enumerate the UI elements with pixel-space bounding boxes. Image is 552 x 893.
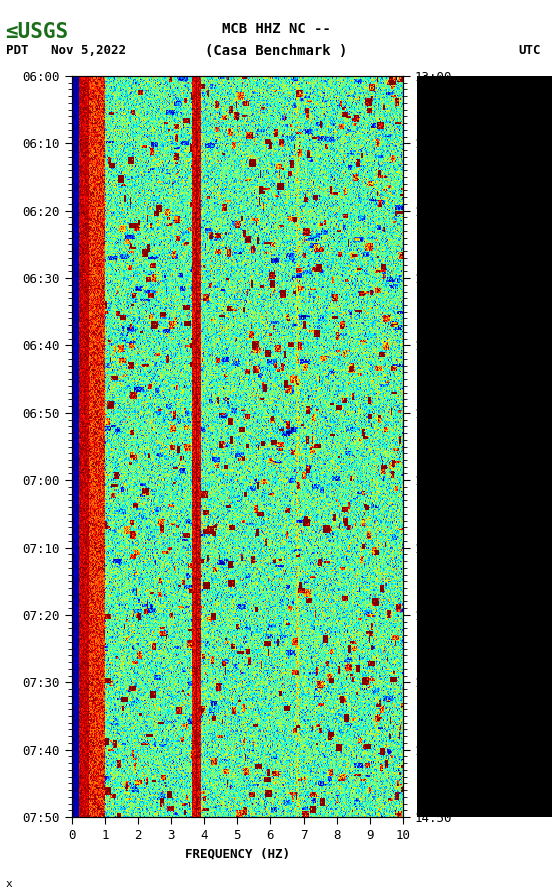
Text: (Casa Benchmark ): (Casa Benchmark ) [205,44,347,58]
Text: MCB HHZ NC --: MCB HHZ NC -- [221,22,331,37]
Text: PDT   Nov 5,2022: PDT Nov 5,2022 [6,45,125,57]
Text: x: x [6,879,12,889]
Text: ≤USGS: ≤USGS [6,22,68,42]
Text: UTC: UTC [518,45,541,57]
X-axis label: FREQUENCY (HZ): FREQUENCY (HZ) [185,847,290,861]
